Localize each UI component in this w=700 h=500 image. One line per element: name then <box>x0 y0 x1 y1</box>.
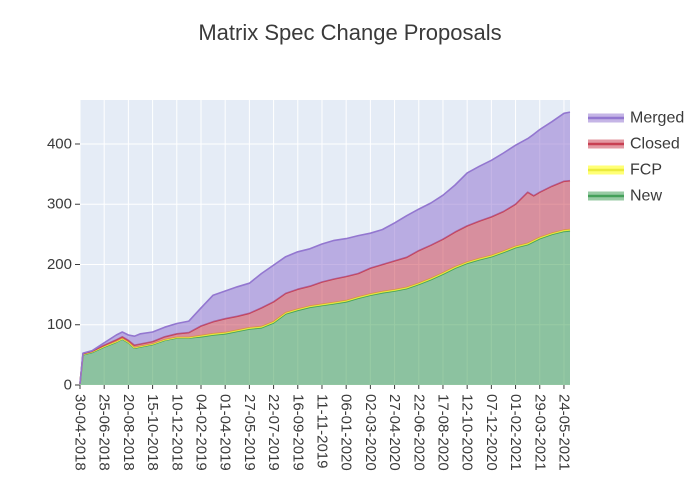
legend-item-fcp[interactable]: FCP <box>588 162 662 179</box>
x-tick-label: 22-06-2020 <box>410 394 427 471</box>
legend-item-closed[interactable]: Closed <box>588 136 680 153</box>
series-area-closed <box>80 180 570 384</box>
x-tick-label: 12-10-2020 <box>459 394 476 471</box>
y-tick-label: 400 <box>47 135 72 152</box>
series-area-merged <box>80 112 570 384</box>
y-tick-label: 200 <box>47 256 72 273</box>
x-tick-label: 01-04-2019 <box>217 394 234 471</box>
x-tick-label: 30-04-2018 <box>72 394 89 471</box>
legend-item-merged[interactable]: Merged <box>588 110 684 127</box>
legend-label-merged: Merged <box>630 110 684 127</box>
x-tick-label: 11-11-2019 <box>313 394 330 469</box>
y-tick-label: 0 <box>64 377 72 394</box>
x-tick-label: 07-12-2020 <box>483 394 500 471</box>
x-tick-label: 15-10-2018 <box>144 394 161 471</box>
x-tick-label: 10-12-2018 <box>168 394 185 471</box>
series-area-new <box>80 230 570 385</box>
legend-label-new: New <box>630 188 662 205</box>
legend-item-new[interactable]: New <box>588 188 662 205</box>
y-tick-label: 300 <box>47 196 72 213</box>
x-tick-label: 16-09-2019 <box>289 394 306 471</box>
x-tick-label: 02-03-2020 <box>362 394 379 471</box>
x-tick-label: 29-03-2021 <box>531 394 548 471</box>
x-tick-label: 04-02-2019 <box>192 394 209 471</box>
legend-label-fcp: FCP <box>630 162 662 179</box>
x-tick-label: 20-08-2018 <box>120 394 137 471</box>
x-tick-label: 06-01-2020 <box>338 394 355 471</box>
legend-label-closed: Closed <box>630 136 680 153</box>
x-tick-label: 27-05-2019 <box>241 394 258 471</box>
x-tick-label: 22-07-2019 <box>265 394 282 471</box>
y-tick-label: 100 <box>47 316 72 333</box>
series-line-merged <box>79 111 571 384</box>
x-tick-label: 27-04-2020 <box>386 394 403 471</box>
chart-title: Matrix Spec Change Proposals <box>198 20 502 45</box>
x-tick-label: 24-05-2021 <box>555 394 572 471</box>
x-tick-label: 01-02-2021 <box>507 394 524 471</box>
x-tick-label: 17-08-2020 <box>434 394 451 471</box>
x-tick-label: 25-06-2018 <box>96 394 113 471</box>
